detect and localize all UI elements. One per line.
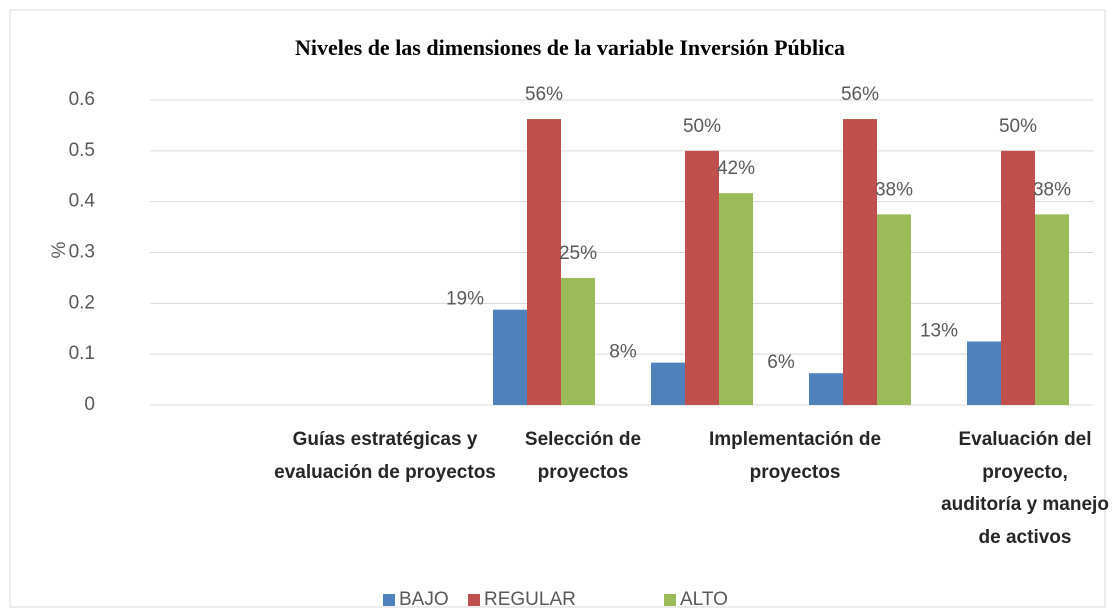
legend-label: BAJO bbox=[399, 589, 449, 608]
data-label: 6% bbox=[767, 352, 795, 373]
legend-label: ALTO bbox=[680, 589, 728, 608]
data-label: 13% bbox=[920, 320, 958, 341]
legend-swatch bbox=[383, 594, 395, 606]
bar bbox=[561, 277, 595, 405]
y-tick-label: 0.1 bbox=[69, 343, 95, 364]
bar bbox=[651, 362, 685, 405]
y-tick-label: 0.5 bbox=[69, 140, 95, 161]
data-label: 42% bbox=[717, 158, 755, 179]
bar bbox=[527, 119, 561, 405]
legend-swatch bbox=[468, 594, 480, 606]
bar bbox=[843, 119, 877, 405]
data-label: 56% bbox=[525, 84, 563, 105]
bar bbox=[1001, 150, 1035, 405]
data-label: 38% bbox=[875, 179, 913, 200]
bar bbox=[967, 341, 1001, 405]
y-tick-label: 0.3 bbox=[69, 242, 95, 263]
y-tick-label: 0 bbox=[84, 394, 95, 415]
x-tick-label: Evaluación del proyecto, auditoría y man… bbox=[941, 429, 1109, 548]
chart-title: Niveles de las dimensiones de la variabl… bbox=[295, 35, 845, 60]
x-tick-label: Selección de proyectos bbox=[524, 429, 642, 483]
y-tick-label: 0.2 bbox=[69, 292, 95, 313]
data-label: 8% bbox=[609, 342, 637, 363]
y-axis-label: % bbox=[49, 241, 70, 258]
bar bbox=[877, 214, 911, 405]
data-label: 56% bbox=[841, 84, 879, 105]
bar bbox=[719, 193, 753, 405]
data-label: 50% bbox=[683, 116, 721, 137]
y-tick-label: 0.6 bbox=[69, 89, 95, 110]
x-tick-label: Guías estratégicas y evaluación de proye… bbox=[274, 429, 496, 483]
data-label: 38% bbox=[1033, 179, 1071, 200]
bar bbox=[809, 373, 843, 405]
chart-border bbox=[9, 9, 1106, 608]
data-label: 25% bbox=[559, 243, 597, 264]
data-label: 50% bbox=[999, 116, 1037, 137]
bar bbox=[493, 309, 527, 405]
bar bbox=[685, 150, 719, 405]
legend-label: REGULAR bbox=[484, 589, 576, 608]
data-label: 19% bbox=[446, 289, 484, 310]
bar bbox=[1035, 214, 1069, 405]
x-tick-label: Implementación de proyectos bbox=[708, 429, 882, 483]
y-tick-label: 0.4 bbox=[69, 191, 96, 212]
legend-swatch bbox=[664, 594, 676, 606]
